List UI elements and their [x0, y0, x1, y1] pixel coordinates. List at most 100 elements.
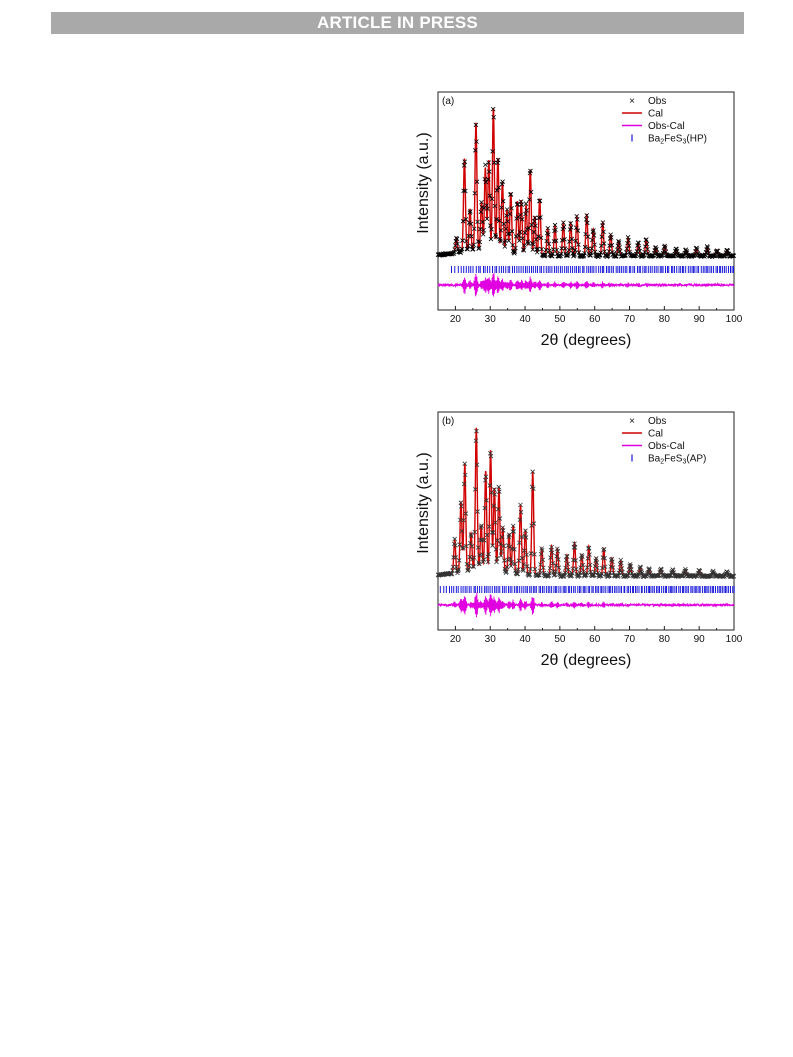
obs-point [480, 219, 485, 225]
obs-point [625, 240, 630, 246]
obs-point [598, 243, 604, 249]
obs-point [463, 217, 469, 222]
obs-point [484, 532, 490, 538]
obs-point [488, 223, 493, 228]
obs-point [592, 242, 597, 247]
obs-point [605, 253, 611, 259]
legend-entry-label: Cal [648, 109, 663, 120]
x-tick-label: 30 [485, 634, 497, 645]
obs-point [580, 562, 586, 568]
obs-point [477, 239, 483, 245]
obs-point [724, 569, 730, 575]
obs-point [585, 556, 591, 561]
obs-minus-cal-series-line [437, 273, 735, 297]
obs-point [559, 238, 565, 243]
obs-point [537, 198, 543, 204]
obs-point [463, 472, 468, 478]
obs-point [540, 557, 546, 563]
x-tick-label: 40 [519, 634, 531, 645]
obs-point [482, 505, 488, 511]
obs-point [479, 523, 484, 528]
obs-point [500, 179, 505, 184]
xrd-figure-a: 20 30 40 50 60 70 80 90 100 2θ (degrees) Intensity… [408, 84, 748, 361]
obs-point [582, 250, 587, 256]
obs-point [460, 238, 465, 243]
obs-point [711, 570, 717, 576]
obs-point [452, 543, 458, 548]
obs-point [483, 474, 489, 479]
obs-point [483, 162, 488, 168]
obs-point [556, 557, 561, 562]
obs-point [607, 570, 613, 575]
obs-point [473, 487, 478, 492]
x-tick-label: 50 [554, 634, 566, 645]
obs-point [483, 477, 488, 483]
obs-point [581, 569, 586, 574]
obs-point [602, 564, 608, 570]
obs-point [572, 541, 577, 546]
obs-point [490, 543, 495, 548]
x-tick-label: 80 [659, 634, 671, 645]
obs-point [538, 551, 544, 557]
obs-point [494, 188, 500, 193]
obs-point [590, 229, 596, 234]
obs-point [572, 545, 578, 550]
obs-point [508, 556, 513, 562]
obs-point [561, 220, 566, 225]
obs-point [515, 201, 520, 207]
obs-point [520, 568, 526, 573]
obs-point [527, 572, 533, 577]
obs-point [461, 517, 466, 523]
obs-point [491, 503, 497, 509]
x-tick-label: 90 [694, 634, 706, 645]
obs-point [569, 236, 575, 242]
obs-point [515, 571, 520, 577]
obs-point [569, 570, 575, 576]
obs-point [573, 238, 578, 244]
obs-point [536, 234, 541, 239]
obs-point [583, 217, 589, 222]
obs-point [522, 230, 528, 236]
obs-point [523, 201, 529, 206]
obs-point [608, 564, 614, 569]
obs-point [539, 547, 545, 553]
obs-point [590, 237, 595, 243]
obs-point [553, 238, 559, 243]
xrd-figure-b: 20 30 40 50 60 70 80 90 100 2θ (degrees) Intensity… [408, 404, 748, 681]
obs-point [562, 570, 568, 575]
obs-point [464, 561, 470, 567]
obs-point [474, 139, 479, 144]
obs-point [495, 538, 500, 543]
obs-point [575, 217, 580, 222]
obs-point [544, 238, 549, 244]
obs-point [474, 179, 480, 184]
obs-point [475, 509, 480, 514]
obs-point [466, 563, 472, 568]
obs-point [472, 529, 478, 535]
obs-point [584, 570, 590, 576]
legend-entry-label: Cal [648, 429, 663, 440]
obs-point [500, 198, 506, 204]
obs-point [494, 217, 499, 222]
obs-point [587, 552, 592, 557]
obs-point [503, 238, 508, 244]
obs-point [459, 504, 464, 509]
obs-point [599, 234, 605, 240]
obs-point [573, 566, 579, 572]
obs-point [531, 229, 537, 235]
obs-point [558, 251, 564, 257]
obs-point [498, 553, 504, 558]
obs-point [473, 438, 479, 444]
obs-point [541, 565, 546, 571]
obs-point [487, 483, 493, 488]
obs-point [532, 215, 538, 221]
bragg-reflection-ticks [450, 266, 734, 273]
obs-point [529, 222, 534, 228]
obs-point [683, 247, 689, 252]
obs-point [499, 534, 505, 540]
obs-point [647, 567, 653, 573]
obs-point [520, 236, 525, 241]
obs-point [497, 516, 503, 521]
obs-point [492, 492, 498, 497]
